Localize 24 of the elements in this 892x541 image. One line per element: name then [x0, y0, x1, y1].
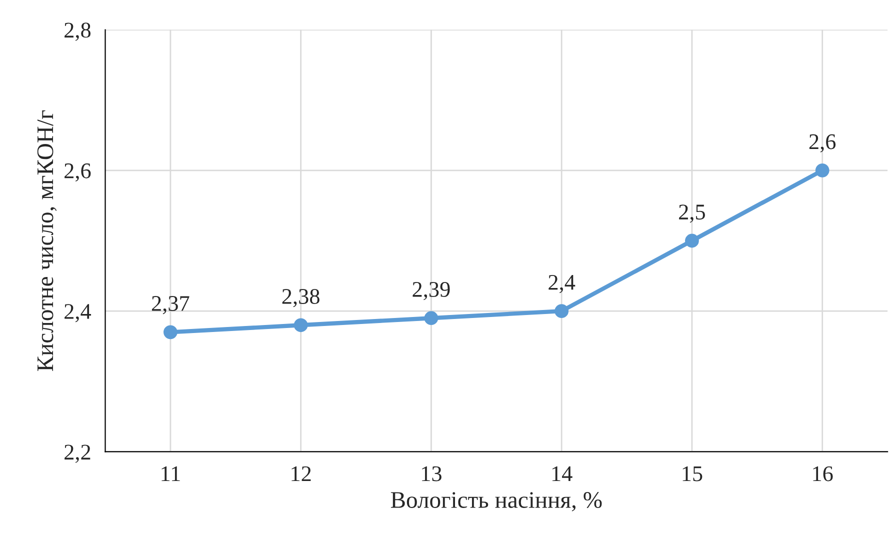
point [294, 318, 308, 332]
data-label: 2,38 [282, 288, 320, 308]
y-axis-title: Кислотне число, мгКОН/г [37, 110, 57, 372]
point [554, 304, 569, 318]
point [164, 325, 178, 340]
data-label: 2,37 [152, 296, 190, 314]
y-tick-label: 2,6 [64, 163, 91, 182]
point [685, 234, 699, 248]
y-tick-label: 2,2 [64, 444, 90, 463]
x-axis-title: Вологість насіння, % [390, 492, 602, 512]
x-tick-label: 12 [292, 466, 311, 482]
y-tick-label: 2,8 [64, 22, 91, 41]
x-tick-label: 11 [162, 466, 180, 482]
data-label: 2,39 [412, 282, 450, 300]
x-tick-label: 16 [813, 466, 833, 482]
x-tick-label: 15 [682, 466, 702, 482]
x-tick-label: 13 [422, 466, 442, 482]
x-tick-label: 14 [552, 466, 572, 482]
data-label: 2,5 [679, 204, 705, 223]
point [815, 163, 830, 178]
y-tick-label: 2,4 [64, 304, 92, 322]
point [424, 311, 438, 326]
data-label: 2,6 [809, 134, 836, 152]
data-label: 2,4 [548, 274, 576, 294]
